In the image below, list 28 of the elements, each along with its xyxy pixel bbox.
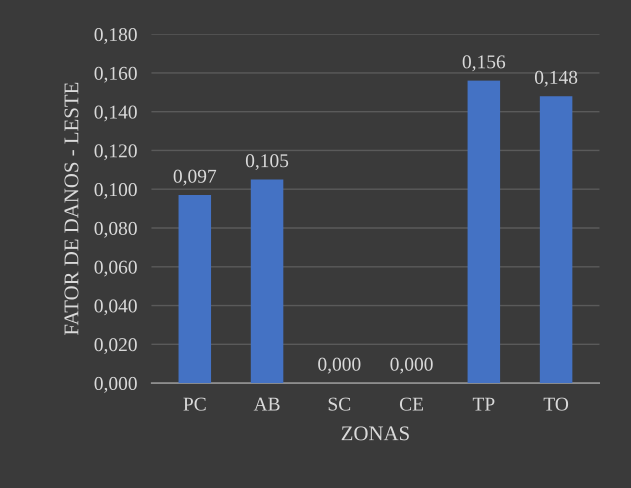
bar [178,195,212,384]
y-tick-label: 0,000 [94,376,137,393]
x-axis-title: ZONAS [342,426,409,440]
x-tick-label: CE [400,398,424,411]
data-label: 0,156 [462,55,506,72]
x-tick-label: AB [254,398,280,411]
y-tick-label: 0,120 [94,144,137,160]
y-axis-title: FATOR DE DANOS - LESTE [64,82,78,335]
y-tick-label: 0,040 [94,299,137,316]
y-tick-label: 0,180 [94,28,137,44]
y-tick-label: 0,060 [94,260,137,277]
data-label: 0,097 [174,170,216,186]
data-label: 0,148 [534,70,578,87]
x-tick-label: PC [183,398,206,411]
y-tick-label: 0,140 [94,106,137,122]
y-tick-label: 0,020 [94,338,137,354]
data-label: 0,105 [246,154,288,170]
bar [468,80,500,384]
x-tick-label: SC [328,398,350,411]
y-tick-label: 0,160 [94,66,137,83]
x-tick-label: TO [544,398,568,411]
data-label: 0,000 [318,358,360,374]
data-label: 0,000 [390,358,433,374]
x-tick-label: TP [472,398,494,410]
y-tick-label: 0,100 [94,183,137,199]
bar [540,96,572,384]
bar [250,180,284,384]
y-tick-label: 0,080 [94,222,137,238]
